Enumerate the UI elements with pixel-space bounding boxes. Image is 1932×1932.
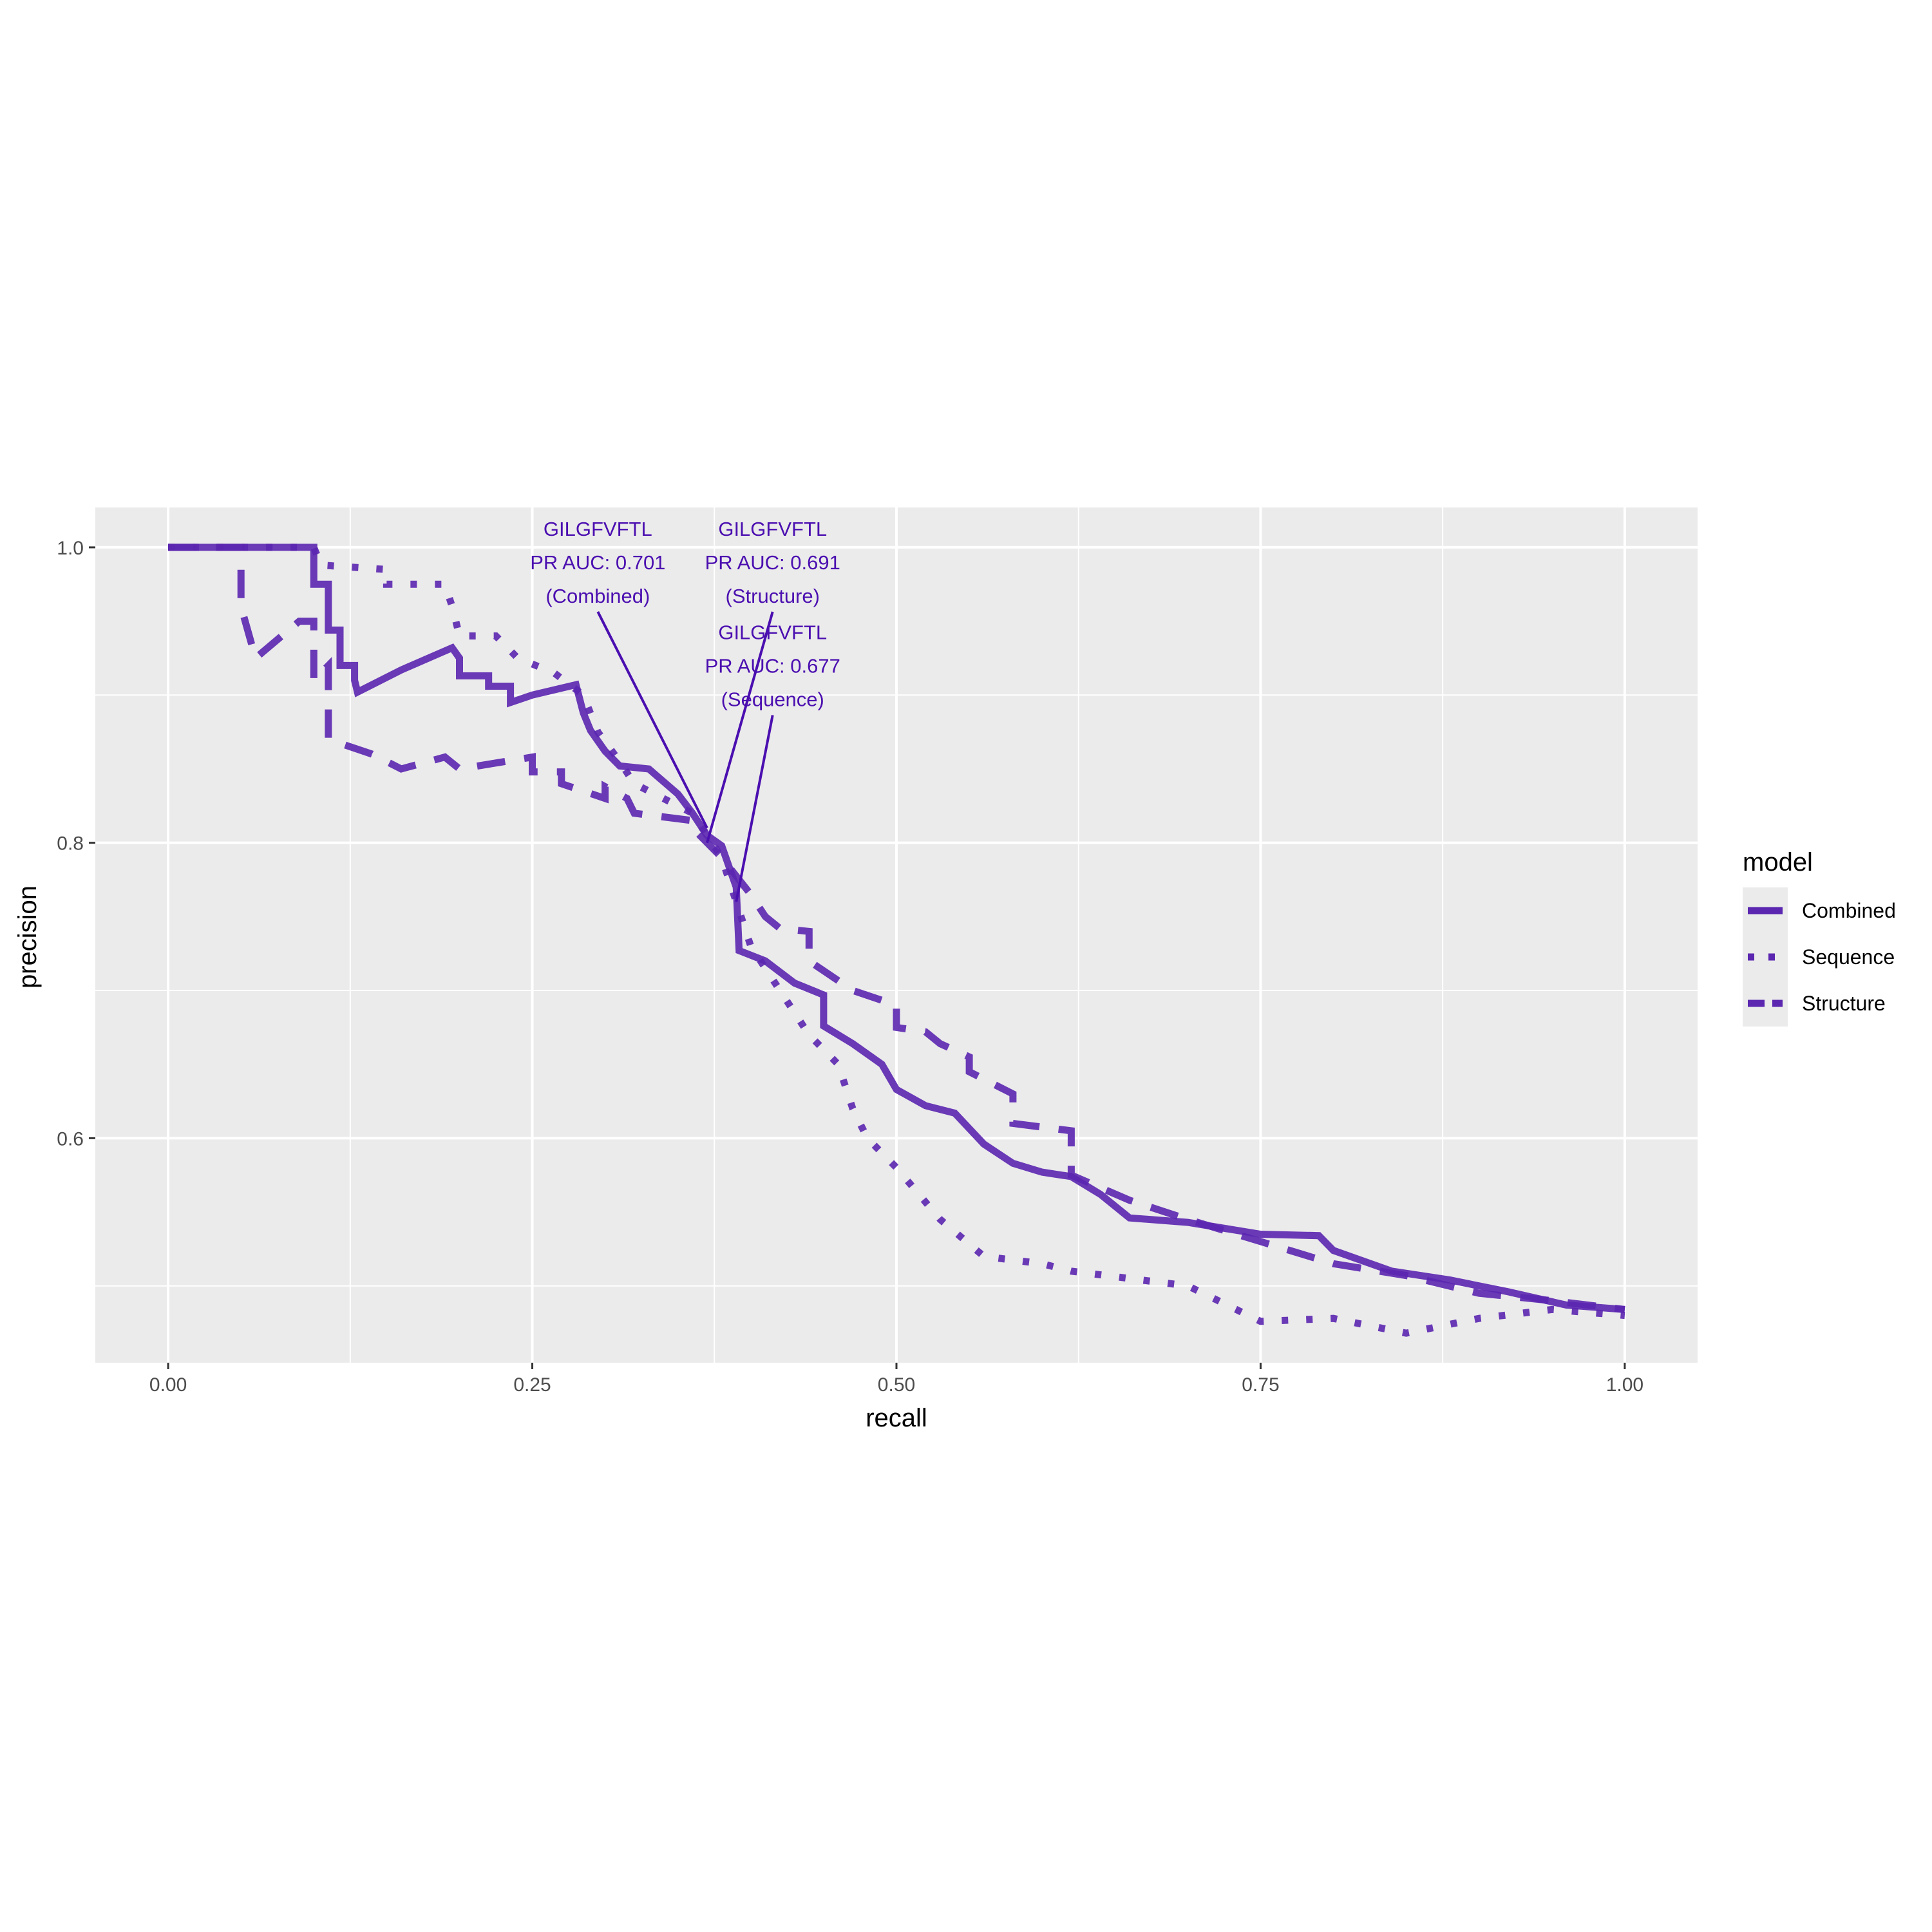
y-axis-title: precision xyxy=(14,886,42,989)
x-tick-label: 0.25 xyxy=(513,1374,551,1396)
legend-label: Combined xyxy=(1802,899,1896,922)
y-tick-label: 1.0 xyxy=(57,538,84,559)
series-line-sequence xyxy=(168,544,1625,1337)
x-tick-label: 1.00 xyxy=(1606,1374,1643,1396)
x-tick-label: 0.50 xyxy=(878,1374,915,1396)
annotation-label-line: GILGFVFTL xyxy=(544,518,652,540)
legend-label: Structure xyxy=(1802,992,1886,1015)
annotation-leader-line xyxy=(735,715,774,902)
axes: 0.00 0.25 0.50 0.75 1.00 0.6 0.8 1.0 xyxy=(57,538,1643,1396)
x-tick-label: 0.00 xyxy=(149,1374,187,1396)
legend-label: Sequence xyxy=(1802,945,1895,969)
annotation-leader-line xyxy=(706,611,774,844)
annotation-label-line: (Combined) xyxy=(545,585,650,607)
annotation-label-line: GILGFVFTL xyxy=(718,621,827,643)
annotation-leader-line xyxy=(596,611,708,829)
annotation-label-line: PR AUC: 0.701 xyxy=(530,551,665,574)
x-axis-title: recall xyxy=(866,1404,927,1432)
series-line-structure xyxy=(168,544,1625,1313)
annotation-label-line: PR AUC: 0.677 xyxy=(705,654,840,677)
series-lines xyxy=(168,544,1625,1337)
annotation-label-line: PR AUC: 0.691 xyxy=(705,551,840,574)
series-line-combined xyxy=(168,544,1625,1313)
legend-title: model xyxy=(1743,848,1813,876)
annotations: GILGFVFTL PR AUC: 0.701 (Combined) GILGFVFT… xyxy=(530,518,840,902)
annotation-label-line: (Structure) xyxy=(726,585,820,607)
y-tick-label: 0.8 xyxy=(57,833,84,855)
x-tick-label: 0.75 xyxy=(1242,1374,1279,1396)
annotation-label-line: (Sequence) xyxy=(721,688,824,710)
annotation-label-line: GILGFVFTL xyxy=(718,518,827,540)
legend: model Combined Sequence Structure xyxy=(1743,848,1896,1027)
grid-lines xyxy=(95,507,1698,1363)
y-tick-label: 0.6 xyxy=(57,1128,84,1150)
